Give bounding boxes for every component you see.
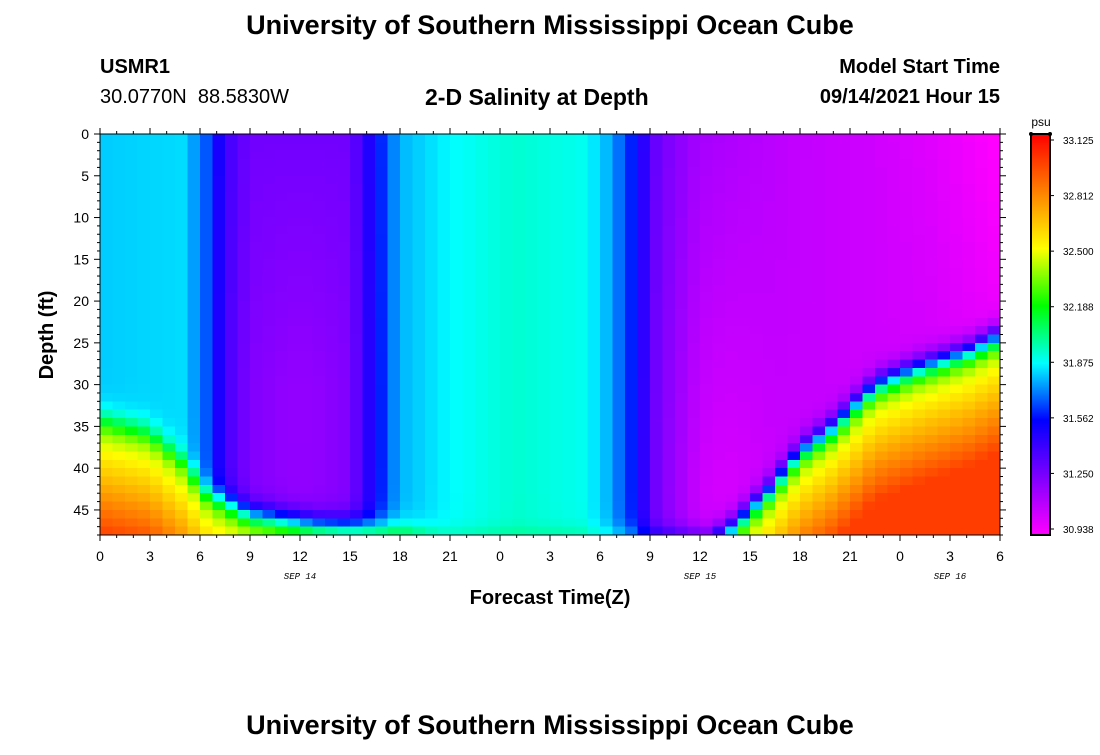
- x-tick-label: 6: [996, 548, 1004, 564]
- station-coordinates: 30.0770N 88.5830W: [100, 86, 290, 108]
- page-title: University of Southern Mississippi Ocean…: [246, 10, 854, 40]
- x-tick-label: 6: [196, 548, 204, 564]
- colorbar-ticks: 33.125 32.812 32.500 32.188 31.875 31.562 31.2…: [1029, 132, 1094, 536]
- y-axis-label: Depth (ft): [36, 291, 58, 380]
- y-tick-label: 5: [81, 168, 89, 184]
- colorbar-label: 33.125: [1063, 136, 1094, 147]
- footer-title: University of Southern Mississippi Ocean…: [246, 710, 854, 740]
- colorbar-label: 32.812: [1063, 192, 1094, 203]
- model-start-label: Model Start Time: [839, 56, 1000, 78]
- model-start-value: 09/14/2021 Hour 15: [819, 86, 1000, 108]
- y-tick-label: 10: [73, 210, 89, 226]
- date-label: SEP 14: [284, 572, 316, 582]
- colorbar-label: 32.188: [1063, 303, 1094, 314]
- colorbar: [1030, 133, 1051, 536]
- x-axis: 0 3 6 9 12 15 18 21 0 3 6 9 12 15 18 21 0 3 6: [96, 128, 1004, 564]
- colorbar-unit: psu: [1031, 115, 1050, 129]
- x-tick-label: 21: [842, 548, 858, 564]
- y-tick-label: 45: [73, 502, 89, 518]
- x-tick-label: 9: [646, 548, 654, 564]
- x-tick-label: 15: [742, 548, 758, 564]
- x-axis-label: Forecast Time(Z): [470, 587, 631, 609]
- colorbar-corner: [1048, 132, 1052, 136]
- x-tick-label: 6: [596, 548, 604, 564]
- x-tick-label: 0: [96, 548, 104, 564]
- plot-title: 2-D Salinity at Depth: [425, 84, 649, 110]
- colorbar-label: 32.500: [1063, 247, 1094, 258]
- x-tick-label: 0: [496, 548, 504, 564]
- y-tick-label: 25: [73, 335, 89, 351]
- colorbar-corner: [1029, 132, 1033, 136]
- x-tick-label: 0: [896, 548, 904, 564]
- x-tick-label: 3: [546, 548, 554, 564]
- x-tick-label: 21: [442, 548, 458, 564]
- x-tick-label: 3: [146, 548, 154, 564]
- date-label: SEP 15: [684, 572, 717, 582]
- y-tick-label: 20: [73, 293, 89, 309]
- date-labels: SEP 14 SEP 15 SEP 16: [284, 572, 967, 582]
- x-tick-label: 18: [792, 548, 808, 564]
- y-tick-label: 15: [73, 251, 89, 267]
- x-tick-label: 12: [692, 548, 708, 564]
- y-tick-label: 40: [73, 460, 89, 476]
- y-axis: 0 5 10 15 20 25 30 35 40 45: [73, 126, 1006, 536]
- y-tick-label: 0: [81, 126, 89, 142]
- y-tick-label: 30: [73, 377, 89, 393]
- y-tick-label: 35: [73, 418, 89, 434]
- colorbar-label: 31.562: [1063, 414, 1094, 425]
- salinity-heatmap: [100, 134, 1000, 535]
- x-tick-label: 9: [246, 548, 254, 564]
- station-id: USMR1: [100, 56, 171, 78]
- colorbar-label: 31.250: [1063, 469, 1094, 480]
- x-tick-label: 18: [392, 548, 408, 564]
- x-tick-label: 12: [292, 548, 308, 564]
- date-label: SEP 16: [934, 572, 967, 582]
- colorbar-label: 30.938: [1063, 525, 1094, 536]
- x-tick-label: 3: [946, 548, 954, 564]
- x-tick-label: 15: [342, 548, 358, 564]
- colorbar-label: 31.875: [1063, 358, 1094, 369]
